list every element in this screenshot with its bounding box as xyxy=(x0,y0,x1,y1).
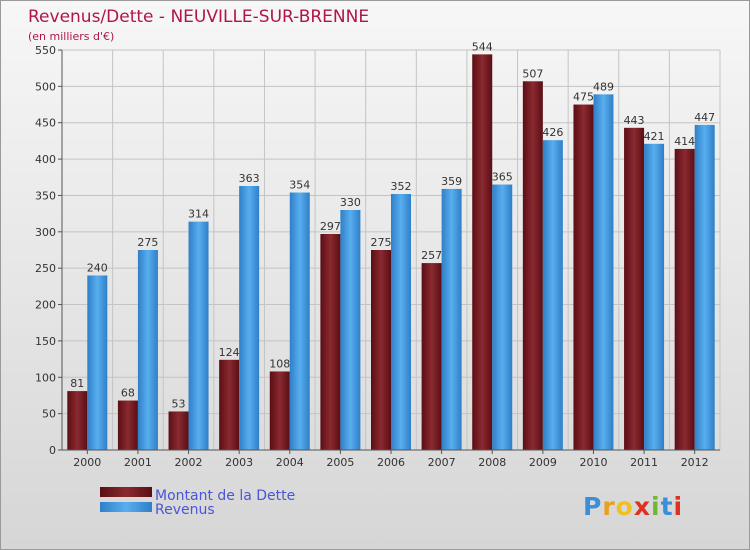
y-tick-label-250: 250 xyxy=(35,262,56,275)
bar-revenus-2012 xyxy=(694,124,715,450)
logo-letter-4: i xyxy=(651,492,661,521)
logo-letter-2: o xyxy=(616,492,634,521)
x-tick-label-2006: 2006 xyxy=(377,456,405,469)
bar-revenus-2010 xyxy=(593,94,614,450)
data-label-revenus-2011: 421 xyxy=(644,130,665,143)
data-label-dette-2005: 297 xyxy=(320,220,341,233)
x-tick-label-2005: 2005 xyxy=(326,456,354,469)
x-axis: 2000 2001 2002 2003 2004 2005 2006 2007 2008 2009… xyxy=(62,449,720,469)
bar-revenus-2000 xyxy=(87,275,108,450)
bar-revenus-2004 xyxy=(289,192,310,450)
logo-letter-5: t xyxy=(661,492,674,521)
data-label-dette-2010: 475 xyxy=(573,91,594,104)
data-label-dette-2004: 108 xyxy=(269,357,290,370)
x-tick-label-2009: 2009 xyxy=(529,456,557,469)
data-label-revenus-2009: 426 xyxy=(542,126,563,139)
x-tick-label-2002: 2002 xyxy=(175,456,203,469)
x-tick-label-2008: 2008 xyxy=(478,456,506,469)
bar-revenus-2009 xyxy=(542,140,563,450)
bar-dette-2010 xyxy=(573,104,594,450)
y-tick-label-450: 450 xyxy=(35,117,56,130)
bar-dette-2004 xyxy=(269,371,290,450)
data-label-dette-2002: 53 xyxy=(172,397,186,410)
logo-letter-0: P xyxy=(583,492,602,521)
legend-swatch-dette xyxy=(100,487,152,497)
chart-subtitle: (en milliers d'€) xyxy=(28,30,114,43)
x-tick-label-2001: 2001 xyxy=(124,456,152,469)
data-label-dette-2012: 414 xyxy=(674,135,695,148)
data-label-revenus-2007: 359 xyxy=(441,175,462,188)
legend-label-revenus: Revenus xyxy=(155,502,215,518)
data-label-revenus-2010: 489 xyxy=(593,80,614,93)
proxiti-logo: Proxiti xyxy=(583,492,683,521)
bars: 81 240 68 275 53 314 124 363 108 354 297 330 275 352 2… xyxy=(67,40,715,451)
data-label-dette-2007: 257 xyxy=(421,249,442,262)
data-label-dette-2001: 68 xyxy=(121,387,135,400)
bar-dette-2007 xyxy=(421,263,442,450)
data-label-revenus-2003: 363 xyxy=(239,172,260,185)
data-label-revenus-2005: 330 xyxy=(340,196,361,209)
data-label-dette-2003: 124 xyxy=(219,346,240,359)
bar-dette-2009 xyxy=(522,81,543,450)
y-tick-label-550: 550 xyxy=(35,44,56,57)
data-label-revenus-2006: 352 xyxy=(391,180,412,193)
x-tick-label-2000: 2000 xyxy=(73,456,101,469)
bar-revenus-2007 xyxy=(441,188,462,450)
bar-dette-2011 xyxy=(624,127,645,451)
bar-revenus-2005 xyxy=(340,210,361,450)
x-tick-label-2011: 2011 xyxy=(630,456,658,469)
x-tick-label-2012: 2012 xyxy=(681,456,709,469)
data-label-dette-2011: 443 xyxy=(624,114,645,127)
y-tick-label-350: 350 xyxy=(35,189,56,202)
legend: Montant de la Dette Revenus xyxy=(100,487,295,518)
data-label-dette-2006: 275 xyxy=(371,236,392,249)
bar-revenus-2001 xyxy=(137,250,158,450)
data-label-dette-2009: 507 xyxy=(522,67,543,80)
bar-dette-2005 xyxy=(320,234,341,450)
data-label-revenus-2002: 314 xyxy=(188,208,209,221)
y-tick-label-150: 150 xyxy=(35,335,56,348)
x-tick-label-2004: 2004 xyxy=(276,456,304,469)
data-label-dette-2008: 544 xyxy=(472,40,493,53)
data-label-revenus-2008: 365 xyxy=(492,171,513,184)
data-label-dette-2000: 81 xyxy=(70,377,84,390)
logo-letter-6: i xyxy=(674,492,684,521)
bar-dette-2001 xyxy=(117,400,138,450)
y-tick-label-300: 300 xyxy=(35,226,56,239)
bar-dette-2000 xyxy=(67,391,88,450)
bar-dette-2012 xyxy=(674,148,695,450)
x-tick-label-2010: 2010 xyxy=(579,456,607,469)
bar-revenus-2003 xyxy=(239,186,260,450)
data-label-revenus-2001: 275 xyxy=(137,236,158,249)
bar-dette-2008 xyxy=(472,54,493,450)
bar-revenus-2008 xyxy=(492,184,513,450)
data-label-revenus-2012: 447 xyxy=(694,111,715,124)
legend-swatch-revenus xyxy=(100,502,152,512)
data-label-revenus-2004: 354 xyxy=(289,179,310,192)
y-tick-label-500: 500 xyxy=(35,80,56,93)
bar-dette-2002 xyxy=(168,411,189,450)
chart-title: Revenus/Dette - NEUVILLE-SUR-BRENNE xyxy=(28,7,369,27)
y-axis: 0 50 100 150 200 250 300 350 400 450 500 550 xyxy=(35,44,63,457)
y-tick-label-100: 100 xyxy=(35,371,56,384)
bar-revenus-2006 xyxy=(391,194,411,450)
logo-letter-1: r xyxy=(602,492,615,521)
y-tick-label-200: 200 xyxy=(35,299,56,312)
x-tick-label-2003: 2003 xyxy=(225,456,253,469)
bar-revenus-2011 xyxy=(644,143,665,450)
data-label-revenus-2000: 240 xyxy=(87,261,108,274)
y-tick-label-50: 50 xyxy=(42,408,56,421)
bar-dette-2006 xyxy=(371,250,391,450)
legend-label-dette: Montant de la Dette xyxy=(155,488,295,504)
logo-letter-3: x xyxy=(634,492,651,521)
y-tick-label-400: 400 xyxy=(35,153,56,166)
x-tick-label-2007: 2007 xyxy=(428,456,456,469)
y-tick-label-0: 0 xyxy=(49,444,56,457)
bar-dette-2003 xyxy=(219,359,240,450)
bar-revenus-2002 xyxy=(188,221,209,450)
